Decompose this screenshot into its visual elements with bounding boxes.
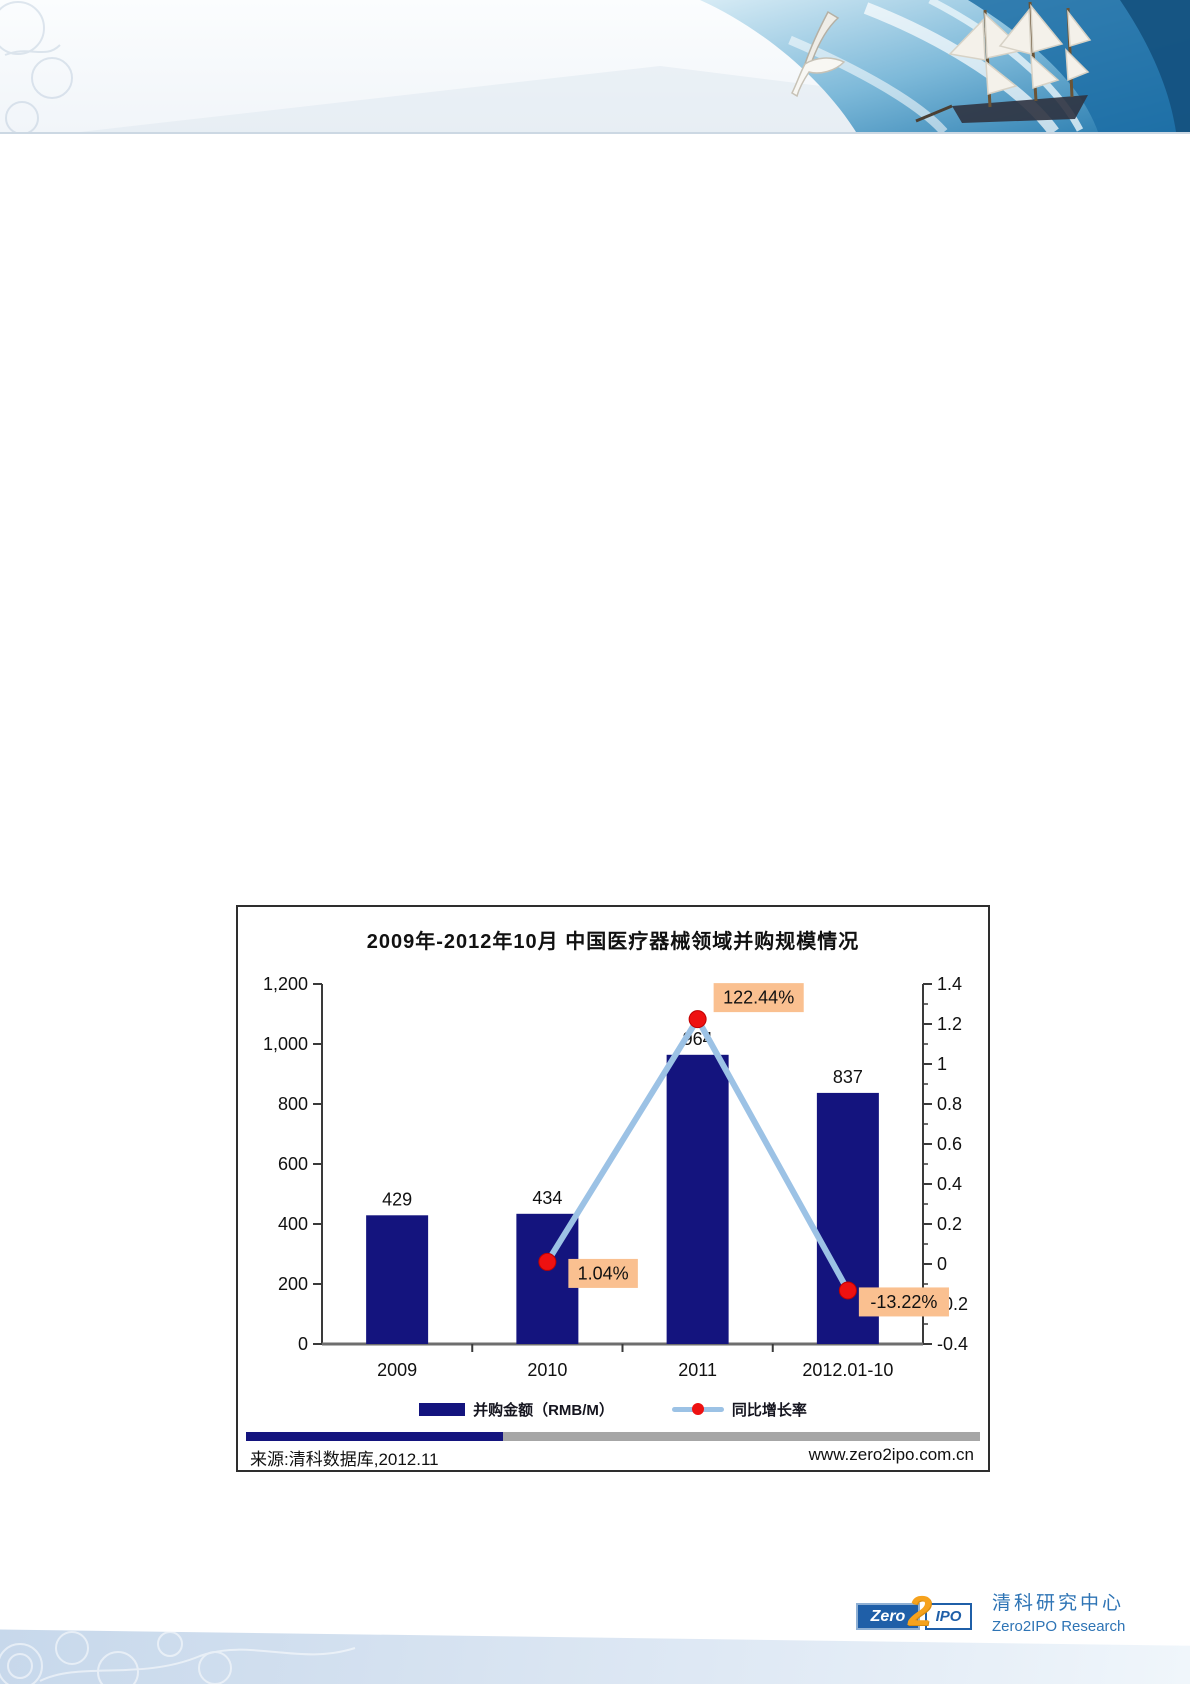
growth-callout	[713, 983, 804, 1013]
right-axis-tick-label: 1.4	[937, 974, 962, 994]
growth-callout	[858, 1287, 949, 1317]
right-axis-tick-label: 0.2	[937, 1214, 962, 1234]
bar-value-label: 837	[833, 1067, 863, 1087]
ocean-wave-image	[0, 0, 1190, 132]
growth-callout-label: 122.44%	[723, 988, 794, 1008]
right-axis-tick-label: 1	[937, 1054, 947, 1074]
brand-text: 清科研究中心 Zero2IPO Research	[992, 1588, 1125, 1635]
divider-navy-segment	[246, 1432, 503, 1441]
line-swatch-icon	[671, 1403, 724, 1415]
chart-panel: 2009年-2012年10月 中国医疗器械领域并购规模情况 1,200 1,000…	[236, 905, 990, 1472]
growth-point	[688, 1010, 707, 1029]
website-link[interactable]: www.zero2ipo.com.cn	[808, 1445, 974, 1464]
left-axis-tick-label: 800	[278, 1094, 308, 1114]
x-axis-label: 2010	[527, 1360, 567, 1380]
logo-two-numeral: 2	[908, 1587, 932, 1634]
left-axis-tick-label: 200	[278, 1274, 308, 1294]
x-axis-label: 2011	[678, 1360, 717, 1380]
footer-brand: Zero 2 IPO 清科研究中心 Zero2IPO Research	[856, 1588, 1125, 1635]
right-axis-tick-label: 0	[937, 1254, 947, 1274]
right-axis-tick-label: -0.4	[937, 1334, 968, 1354]
growth-point	[838, 1281, 857, 1300]
zero2ipo-logo: Zero 2 IPO	[856, 1590, 972, 1634]
bar-value-label: 434	[532, 1188, 562, 1208]
logo-ipo-box: IPO	[925, 1603, 972, 1630]
ship-icon	[915, 1, 1092, 123]
left-axis-tick-label: 600	[278, 1154, 308, 1174]
legend-label-amount: 并购金额（RMB/M）	[473, 1402, 614, 1419]
chart-legend: 并购金额（RMB/M） 同比增长率	[238, 1399, 988, 1420]
bar-2010	[516, 1213, 579, 1344]
org-name-cn: 清科研究中心	[992, 1593, 1125, 1614]
source-text: 来源:清科数据库,2012.11	[250, 1450, 439, 1469]
left-axis-tick-label: 0	[298, 1334, 308, 1354]
bar-value-label: 429	[382, 1189, 412, 1209]
x-axis-label: 2009	[377, 1360, 417, 1380]
legend-item-amount: 并购金额（RMB/M）	[419, 1399, 614, 1420]
growth-point	[538, 1252, 557, 1271]
right-axis-tick-label: 0.8	[937, 1094, 962, 1114]
logo-zero-box: Zero	[856, 1603, 920, 1630]
left-axis-tick-label: 1,200	[263, 974, 308, 994]
legend-label-growth: 同比增长率	[731, 1402, 807, 1419]
footer-ornament-pattern	[0, 1631, 356, 1684]
divider-bar	[246, 1432, 980, 1441]
chart-title: 2009年-2012年10月 中国医疗器械领域并购规模情况	[366, 931, 860, 953]
right-axis-tick-label: 1.2	[937, 1014, 962, 1034]
left-axis-tick-label: 1,000	[263, 1034, 308, 1054]
source-row: 来源:清科数据库,2012.11 www.zero2ipo.com.cn	[250, 1445, 974, 1470]
bar-2011	[666, 1054, 729, 1344]
right-axis-tick-label: 0.4	[937, 1174, 962, 1194]
growth-callout	[568, 1258, 638, 1288]
left-axis-tick-label: 400	[278, 1214, 308, 1234]
header-banner	[0, 0, 1190, 134]
growth-callout-label: -13.22%	[870, 1292, 937, 1312]
x-axis-label: 2012.01-10	[802, 1360, 893, 1380]
growth-callout-label: 1.04%	[578, 1263, 629, 1283]
bar-swatch-icon	[419, 1403, 466, 1416]
org-name-en: Zero2IPO Research	[992, 1618, 1126, 1635]
seagull-icon	[791, 10, 846, 98]
divider-gray-segment	[502, 1432, 980, 1441]
header-ornament-pattern	[0, 1, 73, 132]
bar-2009	[366, 1215, 429, 1344]
point-swatch-icon	[691, 1403, 704, 1415]
right-axis-tick-label: 0.6	[937, 1134, 962, 1154]
legend-item-growth: 同比增长率	[671, 1399, 807, 1420]
chart-plot: 1,200 1,000 800 600 400 200 0 1.4 1.2 1 0.8 0.6 0.4 0…	[263, 974, 968, 1380]
